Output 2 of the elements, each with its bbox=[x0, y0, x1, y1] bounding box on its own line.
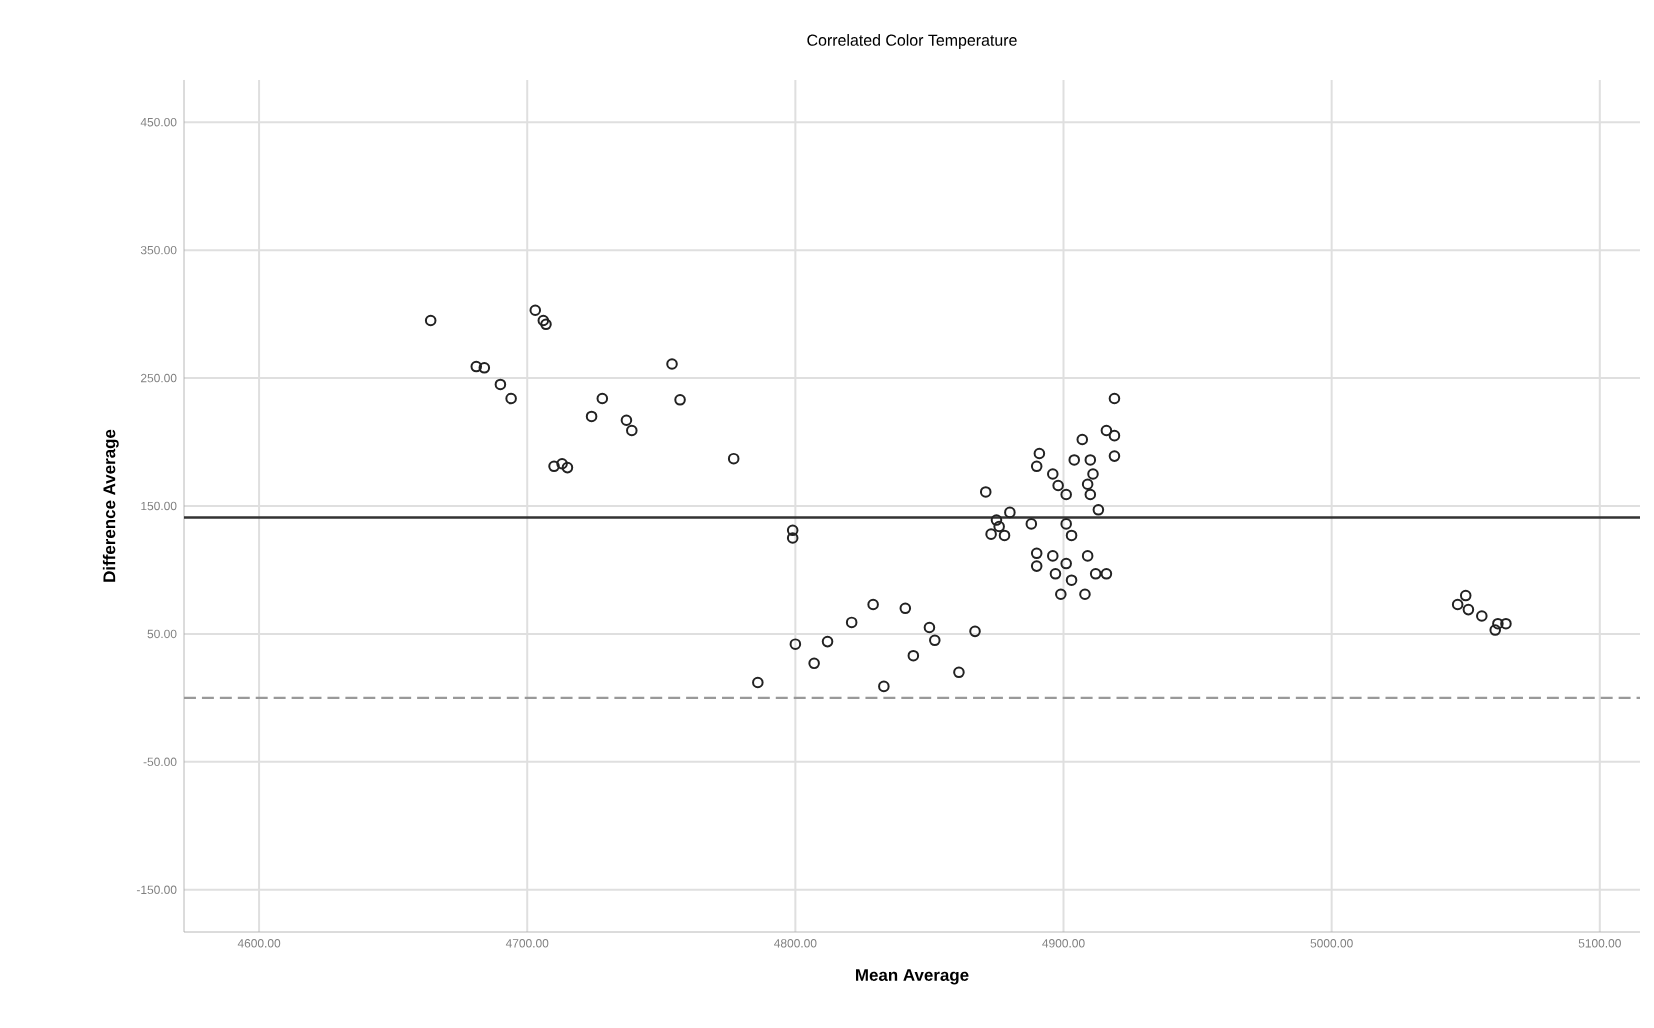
x-axis-title: Mean Average bbox=[856, 969, 969, 985]
y-axis-title: Difference Average bbox=[102, 429, 119, 582]
